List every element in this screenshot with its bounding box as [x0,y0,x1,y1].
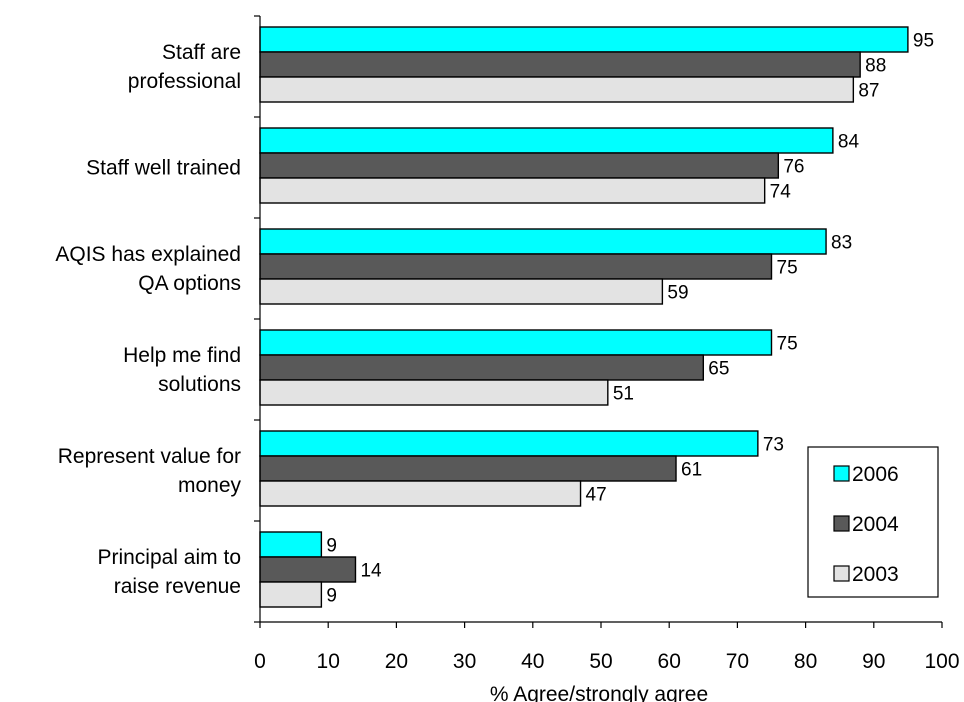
bar [259,152,780,179]
category-label: QA options [138,272,241,295]
category-label: Help me find [123,344,241,367]
data-label: 47 [586,485,607,506]
category-label: Principal aim to [97,546,241,569]
data-label: 76 [783,157,804,178]
bar [259,329,773,356]
bar [259,127,834,154]
legend-swatch [833,515,850,532]
category-label: money [178,474,242,497]
category-labels-layer: Staff are professional Staff well trained A… [55,41,241,598]
data-label: 75 [777,258,798,279]
bar [259,531,323,558]
bar [259,354,704,381]
bar [259,379,609,406]
data-label: 87 [858,81,879,102]
data-label: 83 [831,233,852,254]
category-label: Represent value for [58,445,241,468]
category-label: Staff are [162,41,241,64]
bar [259,228,827,255]
bar [259,76,855,103]
x-tick-label: 10 [317,650,340,673]
legend-swatch [833,565,850,582]
data-label: 51 [613,384,634,405]
bar [259,480,582,507]
data-label: 75 [777,334,798,355]
bar [259,556,357,583]
bar [259,581,323,608]
x-tick-label: 50 [589,650,612,673]
legend-box [807,446,939,598]
data-label: 14 [360,561,382,582]
category-label: raise revenue [114,575,241,598]
legend-label: 2006 [852,463,899,486]
x-tick-label: 0 [254,650,266,673]
bar [259,430,759,457]
data-label: 59 [667,283,688,304]
axes-layer: 0 10 20 30 40 50 60 70 80 90 100 [254,15,960,673]
data-label: 84 [838,132,860,153]
bar [259,51,861,78]
x-tick-label: 100 [924,650,959,673]
bar [259,26,909,53]
data-label: 9 [326,586,337,607]
legend: 2006 2004 2003 [807,446,939,598]
x-tick-label: 60 [658,650,681,673]
bar [259,455,677,482]
legend-label: 2004 [852,513,899,536]
data-labels-layer: 95 88 87 84 76 74 83 75 59 75 65 51 73 61 47 9 14 9 [326,31,934,607]
data-label: 9 [326,536,337,557]
x-tick-label: 80 [794,650,817,673]
legend-swatch [833,465,850,482]
category-label: professional [128,70,241,93]
x-tick-label: 40 [521,650,544,673]
x-tick-label: 30 [453,650,476,673]
data-label: 61 [681,460,702,481]
data-label: 74 [770,182,792,203]
data-label: 73 [763,435,784,456]
bar [259,278,664,305]
category-label: Staff well trained [86,157,241,180]
x-tick-label: 20 [385,650,408,673]
bar [259,253,773,280]
x-axis-title: % Agree/strongly agree [490,683,708,702]
data-label: 88 [865,56,886,77]
x-tick-label: 70 [726,650,749,673]
category-label: AQIS has explained [55,243,241,266]
bars-layer [259,26,909,608]
x-tick-label: 90 [862,650,885,673]
legend-label: 2003 [852,563,899,586]
bar [259,177,766,204]
data-label: 65 [708,359,729,380]
category-label: solutions [158,373,241,396]
data-label: 95 [913,31,934,52]
